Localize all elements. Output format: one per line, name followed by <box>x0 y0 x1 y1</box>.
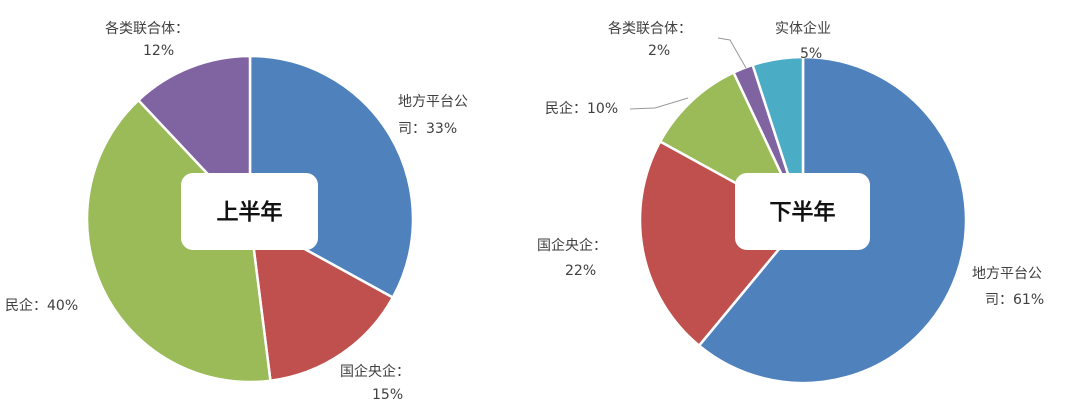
data-label: 民企：40% <box>5 297 78 314</box>
data-label: 司：33% <box>398 121 457 137</box>
data-label: 5% <box>800 46 822 62</box>
data-label: 司：61% <box>985 292 1044 308</box>
leader-line <box>629 97 689 110</box>
data-label: 实体企业 <box>775 20 831 37</box>
data-label: 2% <box>648 43 670 59</box>
leader-line <box>717 37 747 69</box>
data-label: 15% <box>372 387 403 403</box>
data-label: 各类联合体： <box>608 21 692 37</box>
center-label-box <box>181 173 318 250</box>
center-label-box <box>735 173 870 250</box>
pie-slice <box>638 139 805 348</box>
data-label: 民企：10% <box>545 100 618 117</box>
data-label: 22% <box>565 263 596 279</box>
chart-title: 下半年 <box>769 200 835 226</box>
data-label: 地方平台公 <box>398 94 468 110</box>
chart-title: 上半年 <box>216 200 282 226</box>
pie-slice <box>248 216 395 383</box>
data-label: 12% <box>143 43 174 59</box>
data-label: 国企央企： <box>340 363 410 380</box>
data-label: 各类联合体： <box>105 21 189 37</box>
pie-slice <box>85 98 272 384</box>
data-label: 国企央企： <box>537 237 607 254</box>
data-label: 地方平台公 <box>972 266 1042 282</box>
